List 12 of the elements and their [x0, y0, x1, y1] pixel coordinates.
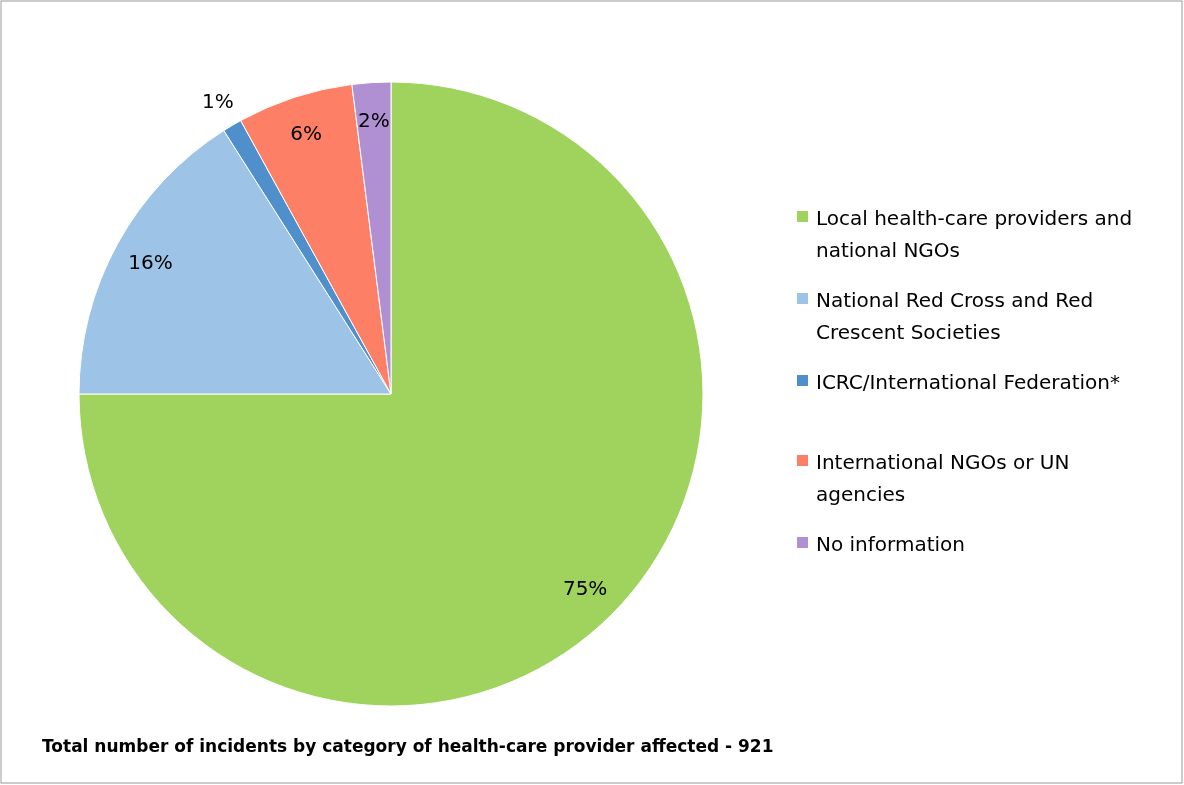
legend-label: Local health-care providers and national NGOs: [816, 206, 1133, 262]
legend-label: ICRC/International Federation*: [816, 370, 1120, 394]
legend-label: No information: [816, 532, 965, 556]
data-label: 75%: [562, 576, 608, 601]
data-label: 2%: [357, 107, 390, 132]
data-label: 6%: [290, 120, 323, 145]
pie-slice: [78, 81, 704, 707]
legend-label: National Red Cross and Red Crescent Societies: [816, 288, 1094, 344]
data-label: 1%: [202, 89, 234, 114]
data-label: 16%: [128, 249, 173, 274]
legend-label: International NGOs or UN agencies: [816, 450, 1070, 506]
text: Total number of incidents by category of health-care provider affected - 921: [42, 736, 774, 756]
